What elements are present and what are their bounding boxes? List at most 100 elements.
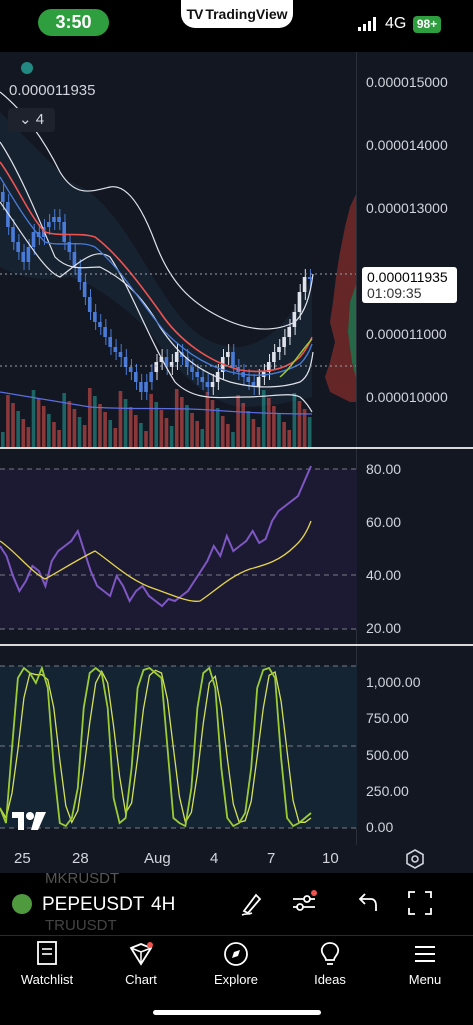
network-type: 4G [385,15,407,32]
stochastic-pane[interactable] [0,648,357,845]
volume-bar [52,422,56,447]
rsi-axis-label: 60.00 [366,514,402,530]
time-axis-label: 7 [267,850,276,867]
ema-red [0,161,313,373]
candle-body [93,312,97,322]
volume-bar [210,400,215,447]
candle-body [200,377,205,382]
battery-indicator: 98+ [413,16,441,33]
volume-bar [26,427,31,447]
volume-ma-line [0,391,313,415]
tradingview-watermark-icon [12,812,46,830]
market-status-icon [21,62,33,74]
nav-label: Chart [125,972,157,987]
time-axis[interactable]: 25 28 Aug 4 7 10 [0,845,473,873]
volume-bar [36,398,41,447]
candle-body [231,352,235,367]
candle-body [149,372,153,382]
drawing-tools-icon[interactable] [238,889,266,917]
ema-blue [0,176,313,376]
volume-bar [67,401,72,447]
volume-bar [190,413,194,447]
pane-separator[interactable] [0,447,473,449]
rsi-axis[interactable]: 80.00 60.00 40.00 20.00 [356,451,473,643]
watchlist-icon [37,941,57,965]
status-time: 3:50 [38,9,109,36]
settings-icon[interactable] [405,849,425,869]
nav-ideas[interactable]: Ideas [285,940,375,987]
price-chart[interactable] [0,52,357,447]
indicator-collapse-button[interactable]: ⌄ 4 [8,108,55,132]
interval-selector[interactable]: 4H [151,894,176,915]
candle-body [123,357,128,367]
last-price-value: 0.000011935 [367,269,448,285]
candle-body [154,362,159,372]
candle-body [277,347,281,352]
volume-bar [16,411,20,447]
volume-bar [21,419,26,447]
stochastic-axis[interactable]: 1,000.00 750.00 500.00 250.00 0.00 [356,648,473,845]
indicators-icon[interactable] [290,889,318,917]
volume-bar [292,393,297,447]
volume-bar [93,396,97,447]
candle-body [282,337,286,347]
lightbulb-icon [320,942,340,965]
candle-body [47,222,51,227]
candle-body [302,277,307,292]
volume-bar [108,420,113,447]
stoch-axis-label: 1,000.00 [366,674,421,690]
stoch-axis-label: 500.00 [366,747,409,763]
candle-body [67,242,72,252]
volume-bar [82,425,87,447]
volume-bar [6,395,10,447]
nav-label: Watchlist [20,972,74,987]
volume-bar [251,419,256,447]
rsi-axis-label: 20.00 [366,620,402,636]
candle-body [226,352,230,357]
nav-chart[interactable]: Chart [96,940,186,987]
price-axis-label: 0.000013000 [366,200,448,216]
stoch-axis-label: 250.00 [366,783,409,799]
candle-body [205,382,210,387]
symbol-selector[interactable]: PEPEUSDT [42,894,145,915]
bollinger-lower [0,201,313,413]
candle-body [16,242,20,252]
candle-body [6,202,10,227]
volume-bar [272,406,276,447]
time-axis-label: Aug [144,850,171,867]
app-name: TradingView [205,6,288,22]
time-axis-label: 10 [322,850,339,867]
nav-watchlist[interactable]: Watchlist [2,940,92,987]
volume-bar [256,427,261,447]
chart-toolbar [0,873,473,933]
candle-body [52,217,56,222]
candle-body [128,367,133,372]
candle-body [195,372,199,377]
pane-separator[interactable] [0,644,473,646]
rsi-pane[interactable] [0,451,357,643]
undo-icon[interactable] [353,889,381,917]
volume-bar [282,422,286,447]
volume-bars [1,388,312,447]
price-axis-label: 0.000014000 [366,137,448,153]
volume-bar [62,393,66,447]
volume-bar [236,395,240,447]
nav-explore[interactable]: Explore [191,940,281,987]
volume-bar [226,424,230,447]
volume-bar [241,403,246,447]
candle-body [297,292,302,312]
volume-bar [297,401,302,447]
nav-label: Menu [408,972,442,987]
volume-bar [1,432,5,447]
stoch-axis-label: 750.00 [366,710,409,726]
candle-body [164,357,169,367]
candle-body [210,382,215,387]
chevron-down-icon: ⌄ [18,111,32,128]
candle-body [246,377,251,382]
time-axis-label: 28 [72,850,89,867]
fullscreen-icon[interactable] [406,889,434,917]
price-axis[interactable]: 0.000015000 0.000014000 0.000013000 0.00… [356,52,473,447]
volume-bar [277,414,281,447]
price-axis-label: 0.000011000 [366,326,447,342]
nav-menu[interactable]: Menu [380,940,470,987]
